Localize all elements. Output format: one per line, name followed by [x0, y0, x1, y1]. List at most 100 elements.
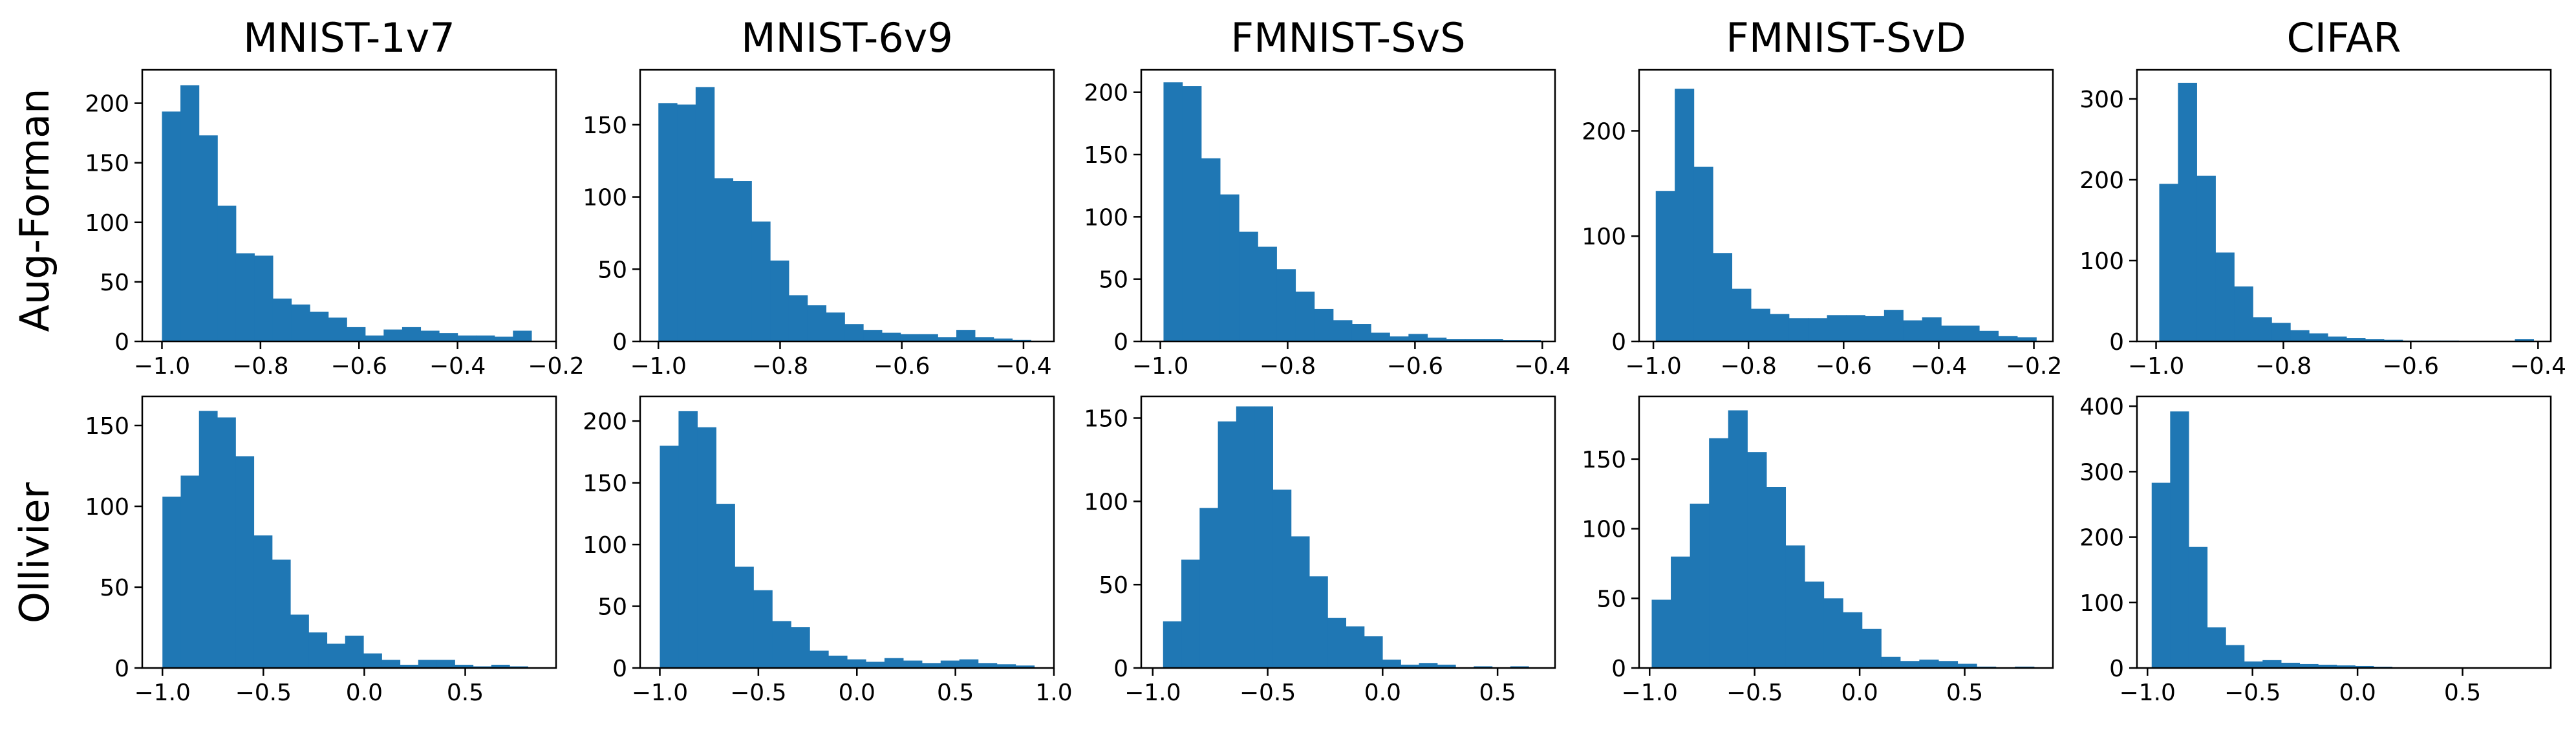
histogram-bar [1713, 253, 1733, 341]
histogram-bar [162, 497, 182, 668]
histogram-bar [162, 111, 181, 341]
histogram-bar [494, 336, 513, 341]
histogram-bar [974, 337, 994, 341]
y-tick-label: 0 [1611, 656, 1626, 682]
y-tick-label: 0 [2109, 329, 2124, 356]
x-tick-label: −0.8 [2255, 353, 2312, 380]
histogram-bar [2207, 627, 2226, 668]
histogram-bar [938, 337, 957, 341]
histogram-bar [1922, 317, 1942, 341]
x-tick-label: −1.0 [630, 353, 687, 380]
histogram-bar [420, 330, 440, 341]
histogram-bar [2234, 286, 2253, 341]
y-tick-label: 50 [1099, 572, 1128, 599]
histogram-bar [1900, 661, 1920, 668]
histogram-bar [1239, 231, 1258, 341]
histogram-bar [903, 660, 923, 668]
histogram-bar [418, 660, 437, 668]
histogram-bar [2271, 323, 2291, 341]
histogram-bar [1276, 269, 1296, 341]
y-tick-label: 100 [583, 185, 627, 211]
histogram-bar [199, 411, 218, 668]
histogram-bar [751, 221, 771, 341]
histogram-bar [1401, 664, 1420, 668]
x-tick-label: 0.5 [2444, 680, 2481, 706]
histogram-bar [1881, 656, 1901, 668]
histogram-bar [844, 324, 864, 341]
histogram-bar [1465, 339, 1485, 341]
x-tick-label: −1.0 [134, 353, 190, 380]
y-tick-label: 0 [114, 656, 129, 682]
histogram-bar [308, 632, 328, 668]
histogram-bar [881, 332, 901, 341]
y-tick-label: 100 [85, 494, 129, 521]
x-tick-label: −0.4 [1514, 353, 1571, 380]
histogram-bar [1254, 406, 1273, 668]
histogram-bar [1693, 166, 1713, 341]
x-tick-label: 0.0 [1841, 680, 1878, 706]
histogram-bar [1446, 339, 1466, 341]
y-tick-label: 100 [1084, 489, 1128, 515]
histogram-bar [1732, 288, 1752, 341]
histogram-bar [1163, 621, 1182, 668]
histogram-bar [1427, 338, 1447, 341]
x-tick-label: −1.0 [1124, 680, 1181, 706]
histogram-bar [1770, 314, 1790, 341]
histogram-bar [1327, 618, 1347, 668]
y-tick-label: 50 [597, 257, 627, 283]
histogram-panel: −1.0 −0.8 −0.6 −0.4 0 50 100 150 200 [1084, 69, 1571, 380]
histogram-bar [1728, 410, 1748, 668]
histogram-bar [1364, 636, 1383, 668]
histogram-bar [1788, 318, 1809, 341]
histogram-bar [513, 330, 532, 341]
y-tick-label: 50 [100, 270, 129, 296]
histogram-bar [993, 338, 1013, 341]
y-tick-label: 300 [2079, 87, 2124, 113]
histogram-bar [2355, 665, 2374, 668]
y-tick-label: 0 [612, 656, 627, 682]
x-tick-label: 1.0 [1035, 680, 1072, 706]
histogram-bar [1675, 89, 1695, 342]
histogram-bar [457, 335, 477, 341]
x-tick-label: −0.6 [874, 353, 930, 380]
histogram-bar [1805, 581, 1825, 668]
histogram-bar [714, 178, 734, 341]
y-tick-label: 100 [85, 210, 129, 237]
histogram-bar [381, 660, 401, 668]
histogram-bar [345, 636, 364, 668]
x-tick-label: −0.5 [730, 680, 786, 706]
x-tick-label: −1.0 [1622, 680, 1678, 706]
histogram-bar [847, 659, 866, 668]
histogram-bar [2159, 184, 2179, 341]
axes-frame [1638, 69, 2054, 343]
histogram-bar [328, 318, 347, 341]
x-tick-label: −1.0 [2128, 353, 2184, 380]
histogram-panel: −1.0 −0.8 −0.6 −0.4 0 50 100 150 [583, 69, 1055, 380]
axes-frame [1140, 395, 1556, 669]
histogram-bar [253, 535, 273, 668]
histogram-bar [1655, 191, 1675, 341]
y-tick-label: 50 [100, 575, 129, 601]
histogram-bar [1785, 545, 1805, 668]
y-tick-label: 150 [85, 413, 129, 440]
histogram-bar [365, 335, 384, 341]
histogram-bar [1998, 336, 2018, 341]
histogram-bar [291, 304, 310, 341]
histogram-bar [1846, 315, 1866, 341]
histogram-bar [436, 660, 455, 668]
histogram-bar [677, 104, 696, 341]
histogram-bar [1651, 599, 1671, 668]
x-tick-label: −0.4 [2510, 353, 2566, 380]
y-tick-label: 400 [2079, 394, 2124, 420]
x-tick-label: −0.5 [1240, 680, 1296, 706]
histogram-bar [1941, 325, 1961, 341]
y-tick-label: 0 [1113, 656, 1128, 682]
histogram-bar [1291, 536, 1310, 668]
x-tick-label: −0.4 [429, 353, 486, 380]
histogram-bar [1865, 316, 1885, 341]
panels: −1.0 −0.8 −0.6 −0.4 −0.2 0 50 100 150 200 −1.0 −0.8… [85, 69, 2566, 706]
histogram-bar [1181, 559, 1200, 668]
histogram-panel: −1.0 −0.5 0.0 0.5 1.0 0 50 100 150 200 [583, 395, 1073, 706]
histogram-bar [919, 334, 938, 341]
y-tick-label: 100 [1084, 204, 1128, 231]
